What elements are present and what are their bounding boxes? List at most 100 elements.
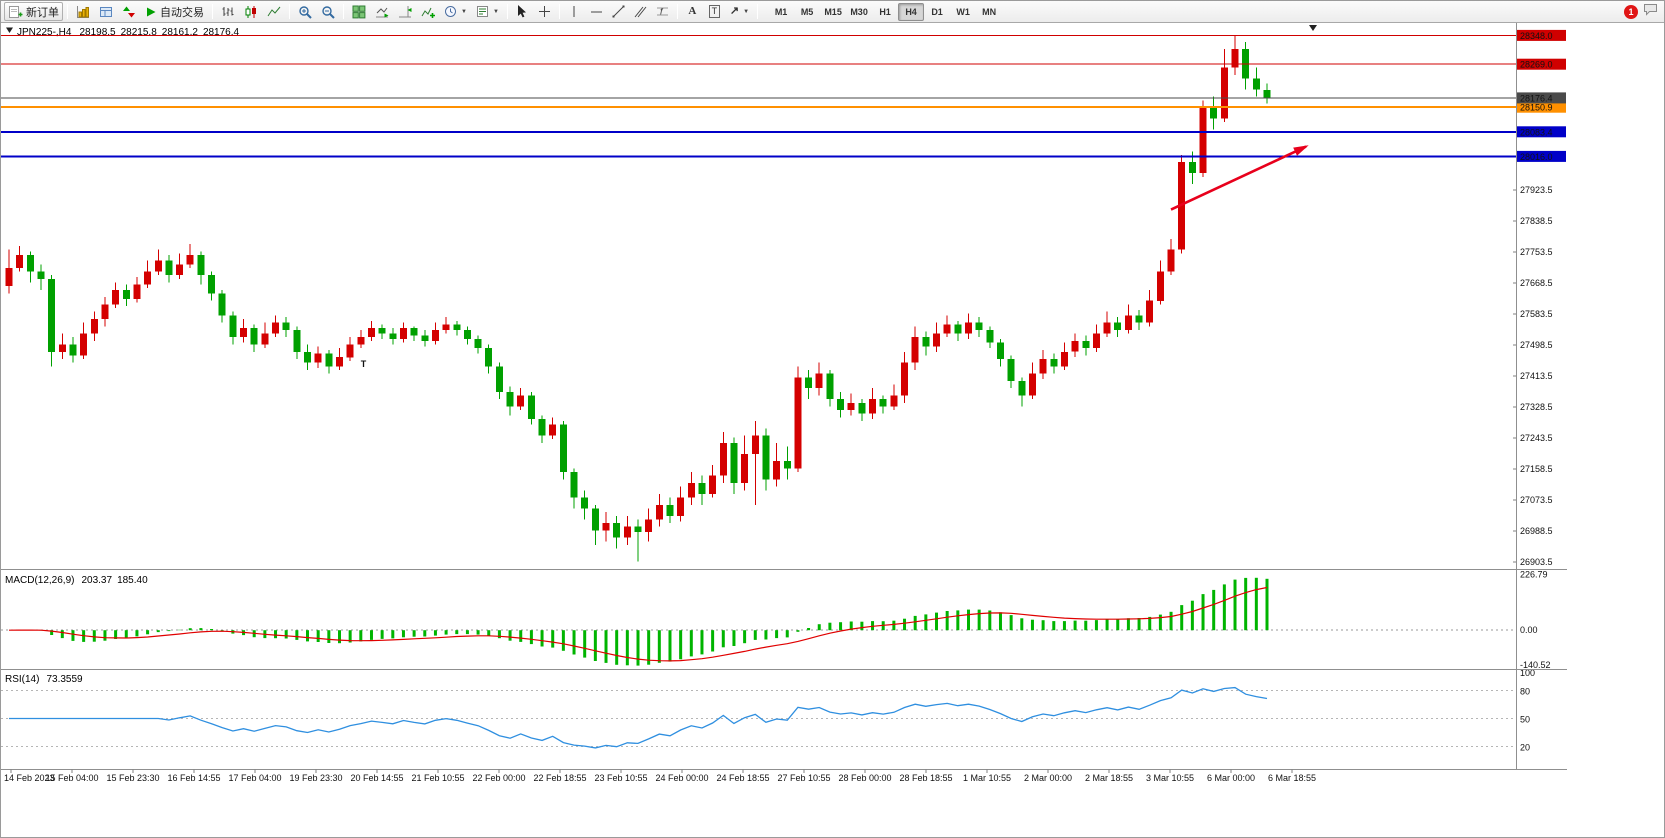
candle-body: [933, 333, 940, 347]
separator: [212, 4, 213, 19]
time-axis-label: 17 Feb 04:00: [228, 773, 281, 783]
market-watch-button[interactable]: [118, 2, 140, 21]
candle-body: [1050, 359, 1058, 367]
text-label-icon: T: [708, 5, 721, 18]
chart-canvas[interactable]: JPN225-,H4 28198.5 28215.8 28161.2 28176.4 M…: [1, 23, 1665, 789]
time-axis[interactable]: [1, 770, 1516, 789]
timeframe-m1[interactable]: M1: [768, 3, 794, 21]
fibo-icon: f: [656, 5, 669, 18]
horizontal-line-button[interactable]: [586, 2, 607, 21]
candle-body: [229, 315, 237, 338]
zoom-in-button[interactable]: [294, 2, 316, 21]
time-axis-label: 16 Feb 14:55: [167, 773, 220, 783]
bid-price-label: 28176.4: [1520, 93, 1553, 103]
candle-body: [218, 293, 226, 316]
chart-menu-icon[interactable]: [6, 27, 13, 34]
time-axis-label: 15 Feb 04:00: [45, 773, 98, 783]
candle-body: [837, 399, 845, 410]
trend-arrow-line: [1170, 145, 1307, 211]
horizontal-line-icon: [590, 7, 603, 17]
tile-windows-button[interactable]: [348, 2, 370, 21]
candle-body: [1167, 249, 1175, 272]
candlestick-icon: [244, 5, 258, 19]
candle-body: [293, 329, 301, 352]
auto-scroll-button[interactable]: [371, 2, 393, 21]
timeframe-d1[interactable]: D1: [924, 3, 950, 21]
rsi-scale-label: 50: [1520, 715, 1530, 725]
rsi-scale-label: 80: [1520, 687, 1530, 697]
candle-body: [165, 260, 173, 276]
timeframe-w1[interactable]: W1: [950, 3, 976, 21]
candle-body: [101, 304, 109, 319]
candle-body: [463, 329, 471, 339]
time-axis-label: 6 Mar 00:00: [1207, 773, 1255, 783]
timeframe-m5[interactable]: M5: [794, 3, 820, 21]
time-axis-label: 24 Feb 18:55: [716, 773, 769, 783]
trendline-button[interactable]: [608, 2, 629, 21]
chat-icon[interactable]: [1643, 2, 1658, 21]
tile-windows-icon: [352, 5, 366, 19]
periods-button[interactable]: ▼: [440, 2, 471, 21]
candle-body: [495, 366, 503, 392]
arrow-tools-button[interactable]: ↗ ▼: [726, 2, 753, 21]
notification-badge[interactable]: 1: [1624, 4, 1638, 19]
templates-button[interactable]: ▼: [472, 2, 503, 21]
candle-body: [506, 391, 514, 407]
new-order-button[interactable]: 新订单: [4, 2, 63, 21]
time-axis-label: 2 Mar 00:00: [1024, 773, 1072, 783]
price-level-label: 28348.0: [1520, 31, 1553, 41]
templates-icon: [476, 5, 489, 18]
candle-body: [453, 324, 461, 330]
price-scale[interactable]: [1517, 23, 1567, 770]
line-chart-button[interactable]: [263, 2, 285, 21]
text-tool-button[interactable]: A: [682, 2, 703, 21]
chart-shift-button[interactable]: [394, 2, 416, 21]
crosshair-button[interactable]: [534, 2, 555, 21]
candle-body: [1018, 380, 1026, 396]
separator: [67, 4, 68, 19]
price-level-label-bg: [1517, 101, 1566, 113]
equidistant-channel-button[interactable]: [630, 2, 651, 21]
price-scale-label: 27753.5: [1520, 247, 1553, 257]
candle-body: [751, 435, 759, 454]
new-chart-button[interactable]: [72, 2, 94, 21]
time-axis-label: 3 Mar 10:55: [1146, 773, 1194, 783]
fibonacci-button[interactable]: f: [652, 2, 673, 21]
candle-body: [986, 329, 994, 343]
timeframe-h4[interactable]: H4: [898, 2, 925, 21]
timeframe-m15[interactable]: M15: [820, 3, 846, 21]
timeframe-mn[interactable]: MN: [976, 3, 1002, 21]
timeframe-m30[interactable]: M30: [846, 3, 872, 21]
candlestick-chart-button[interactable]: [240, 2, 262, 21]
autotrading-button[interactable]: 自动交易: [141, 2, 208, 21]
zoom-out-icon: [321, 5, 335, 19]
vertical-line-button[interactable]: [564, 2, 585, 21]
candle-body: [261, 333, 269, 345]
timeframe-h1[interactable]: H1: [872, 3, 898, 21]
candle-body: [549, 424, 557, 436]
text-label-button[interactable]: T: [704, 2, 725, 21]
candle-body: [389, 333, 397, 339]
candle-body: [709, 475, 717, 494]
candle-body: [858, 402, 866, 414]
price-scale-label: 26988.5: [1520, 526, 1553, 536]
price-level-label: 28269.0: [1520, 60, 1553, 70]
macd-scale-label: 0.00: [1520, 625, 1538, 635]
autotrading-play-icon: [145, 6, 157, 18]
indicators-button[interactable]: [417, 2, 439, 21]
candle-body: [1082, 340, 1090, 349]
candle-body: [250, 328, 258, 345]
profiles-button[interactable]: [95, 2, 117, 21]
cursor-button[interactable]: [512, 2, 533, 21]
candle-body: [410, 328, 418, 336]
candle-body: [794, 377, 802, 469]
candle-body: [5, 267, 13, 287]
bar-chart-button[interactable]: [217, 2, 239, 21]
price-scale-label: 27668.5: [1520, 278, 1553, 288]
candle-body: [805, 377, 813, 389]
candle-body: [133, 284, 141, 299]
zoom-out-button[interactable]: [317, 2, 339, 21]
candle-body: [602, 523, 610, 531]
candle-body: [666, 504, 674, 516]
